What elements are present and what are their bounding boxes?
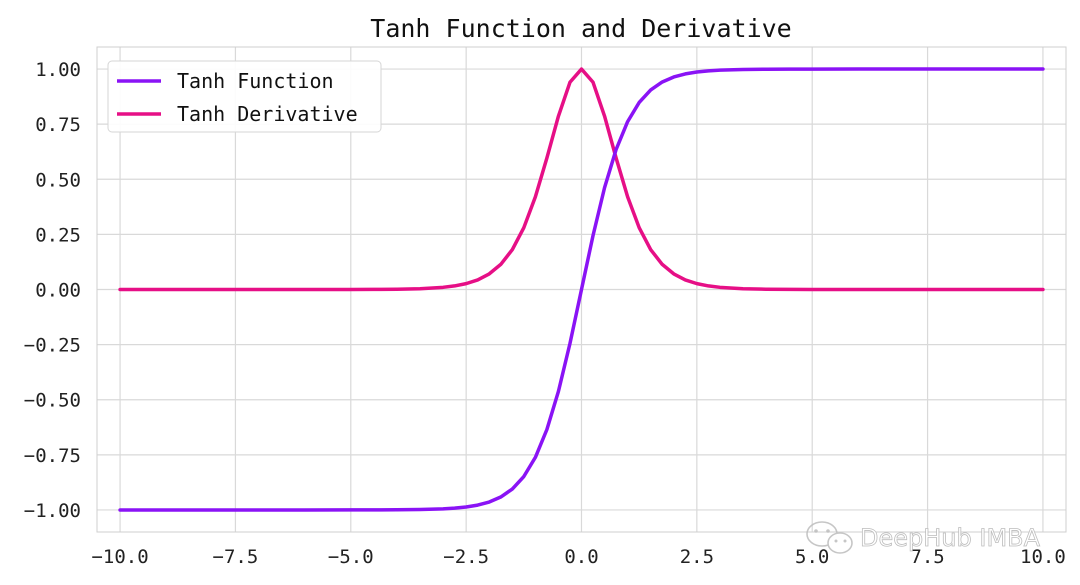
wechat-icon	[806, 521, 853, 554]
y-tick-label: 1.00	[35, 59, 81, 81]
y-tick-label: −1.00	[24, 500, 81, 522]
y-tick-label: −0.25	[24, 335, 81, 357]
x-axis-tick-labels: −10.0 −7.5 −5.0 −2.5 0.0 2.5 5.0 7.5 10.0	[91, 546, 1065, 568]
x-tick-label: 5.0	[795, 546, 829, 568]
y-axis-tick-labels: 1.00 0.75 0.50 0.25 0.00 −0.25 −0.50 −0.75 −1.00	[24, 59, 81, 522]
legend-label-tanh-function: Tanh Function	[177, 69, 334, 93]
x-tick-label: −2.5	[443, 546, 489, 568]
legend-box	[107, 60, 382, 133]
plot-frame	[96, 46, 1067, 533]
y-tick-label: −0.75	[24, 445, 81, 467]
y-tick-label: 0.50	[35, 169, 81, 191]
x-tick-label: −10.0	[91, 546, 148, 568]
x-tick-label: −7.5	[213, 546, 259, 568]
series	[118, 67, 1045, 512]
chart-title: Tanh Function and Derivative	[370, 14, 791, 43]
series-line-tanh-function	[118, 67, 1045, 512]
x-tick-label: −5.0	[328, 546, 374, 568]
y-tick-label: 0.75	[35, 114, 81, 136]
watermark-text: DeepHub IMBA	[860, 524, 1041, 552]
y-tick-label: 0.25	[35, 224, 81, 246]
x-tick-label: 10.0	[1020, 546, 1066, 568]
legend: Tanh Function Tanh Derivative	[107, 60, 382, 133]
x-tick-label: 2.5	[680, 546, 714, 568]
legend-label-tanh-derivative: Tanh Derivative	[177, 102, 358, 126]
watermark: DeepHub IMBA	[806, 521, 1041, 554]
y-tick-label: 0.00	[35, 280, 81, 302]
y-tick-label: −0.50	[24, 390, 81, 412]
x-tick-label: 7.5	[910, 546, 944, 568]
series-line-tanh-derivative	[118, 67, 1045, 292]
x-tick-label: 0.0	[564, 546, 598, 568]
